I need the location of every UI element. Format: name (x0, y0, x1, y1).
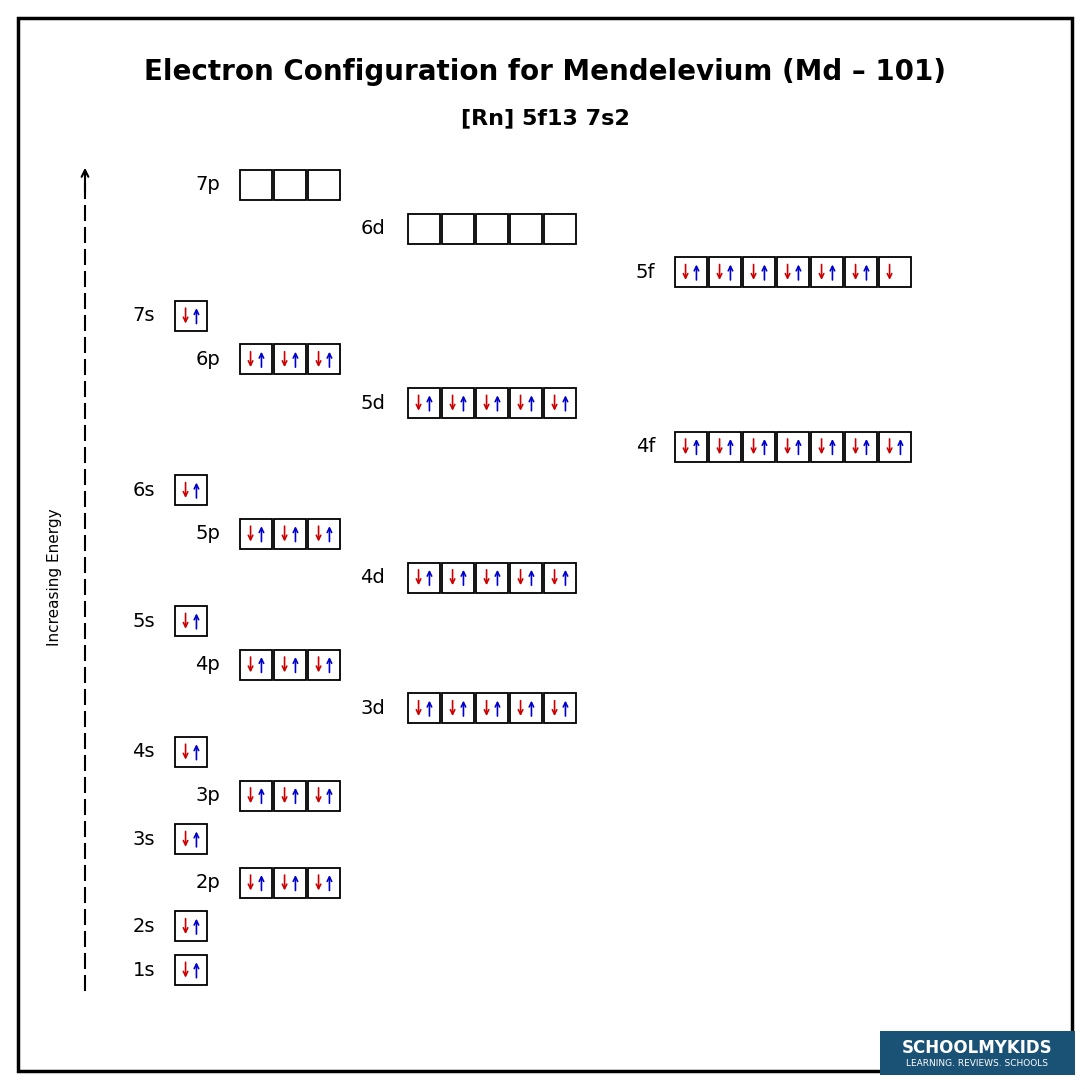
Bar (308, 170, 340, 200)
Bar (408, 563, 440, 592)
Bar (510, 388, 542, 418)
Bar (675, 257, 707, 287)
Bar (175, 607, 207, 636)
Text: 1s: 1s (133, 960, 155, 979)
Bar (880, 1031, 1075, 1075)
Bar (175, 824, 207, 854)
Bar (175, 955, 207, 984)
Bar (879, 257, 911, 287)
Bar (777, 431, 809, 462)
Bar (308, 518, 340, 549)
Bar (274, 650, 306, 680)
Bar (308, 781, 340, 810)
Bar (510, 694, 542, 723)
Bar (175, 301, 207, 331)
Text: 2s: 2s (133, 917, 155, 935)
Bar (175, 475, 207, 505)
Text: 5p: 5p (195, 525, 220, 543)
Bar (476, 694, 508, 723)
Bar (845, 257, 877, 287)
Text: 7s: 7s (133, 306, 155, 326)
Bar (777, 257, 809, 287)
Bar (845, 431, 877, 462)
Bar (240, 518, 272, 549)
Bar (240, 868, 272, 897)
Text: [Rn] 5f13 7s2: [Rn] 5f13 7s2 (461, 108, 629, 129)
Bar (308, 650, 340, 680)
Text: Increasing Energy: Increasing Energy (48, 509, 62, 646)
Text: 4d: 4d (361, 568, 385, 587)
Bar (544, 563, 576, 592)
Text: 3s: 3s (133, 830, 155, 848)
Bar (743, 257, 775, 287)
Bar (240, 781, 272, 810)
Bar (476, 388, 508, 418)
Bar (240, 650, 272, 680)
Bar (175, 911, 207, 941)
Text: 6p: 6p (195, 350, 220, 369)
Bar (879, 431, 911, 462)
Bar (408, 388, 440, 418)
Text: 5s: 5s (132, 612, 155, 631)
Text: 6s: 6s (133, 480, 155, 500)
Bar (240, 344, 272, 375)
Bar (443, 563, 474, 592)
Bar (544, 213, 576, 244)
Bar (308, 868, 340, 897)
Text: Electron Configuration for Mendelevium (Md – 101): Electron Configuration for Mendelevium (… (144, 58, 946, 86)
Text: 3d: 3d (361, 699, 385, 718)
Bar (811, 257, 843, 287)
Bar (443, 388, 474, 418)
Text: 4p: 4p (195, 656, 220, 674)
Text: 6d: 6d (361, 219, 385, 238)
Text: 2p: 2p (195, 873, 220, 892)
Bar (274, 781, 306, 810)
Bar (408, 213, 440, 244)
Bar (544, 388, 576, 418)
Bar (476, 563, 508, 592)
Bar (274, 518, 306, 549)
Bar (240, 170, 272, 200)
Bar (811, 431, 843, 462)
Bar (708, 431, 741, 462)
Bar (743, 431, 775, 462)
Bar (274, 868, 306, 897)
Bar (274, 344, 306, 375)
Bar (274, 170, 306, 200)
Bar (175, 737, 207, 767)
Text: 3p: 3p (195, 786, 220, 805)
Bar (308, 344, 340, 375)
Text: LEARNING. REVIEWS. SCHOOLS: LEARNING. REVIEWS. SCHOOLS (907, 1060, 1049, 1068)
Bar (544, 694, 576, 723)
Text: 7p: 7p (195, 175, 220, 195)
Text: 5f: 5f (635, 262, 655, 282)
Text: 5d: 5d (360, 393, 385, 413)
Bar (510, 213, 542, 244)
Text: SCHOOLMYKIDS: SCHOOLMYKIDS (903, 1039, 1053, 1056)
Text: 4f: 4f (635, 437, 655, 456)
Bar (708, 257, 741, 287)
Bar (476, 213, 508, 244)
Bar (675, 431, 707, 462)
Bar (510, 563, 542, 592)
Bar (443, 694, 474, 723)
Bar (443, 213, 474, 244)
Text: 4s: 4s (133, 743, 155, 761)
Bar (408, 694, 440, 723)
